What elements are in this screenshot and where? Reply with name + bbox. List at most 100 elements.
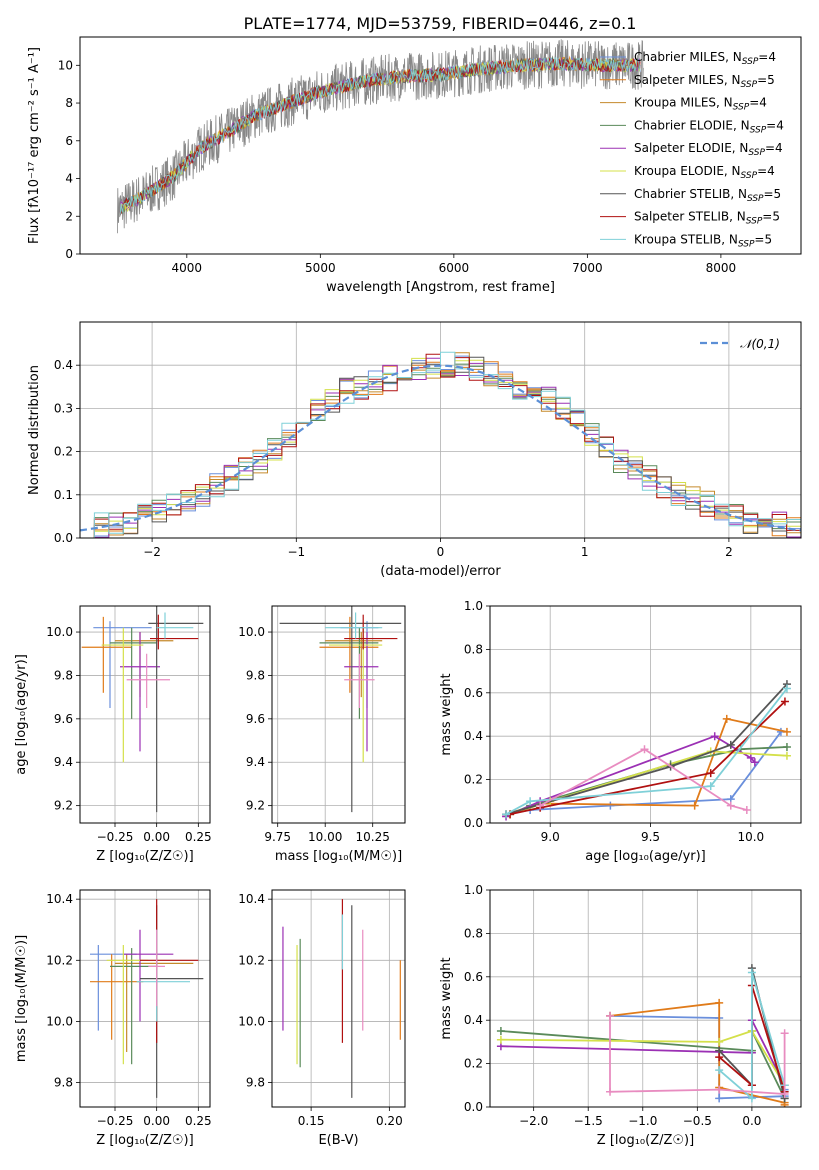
x-tick-label: 0.0 bbox=[742, 1114, 761, 1128]
legend-entry: Salpeter ELODIE, NSSP=4 bbox=[634, 141, 783, 158]
weight-marker bbox=[726, 801, 735, 810]
y-tick-label: 0.2 bbox=[54, 445, 73, 459]
weight-marker bbox=[780, 697, 789, 706]
y-tick-label: 0.8 bbox=[464, 642, 483, 656]
weight-marker bbox=[782, 727, 791, 736]
x-tick-label: 9.0 bbox=[541, 830, 560, 844]
y-tick-label: 4 bbox=[65, 172, 73, 186]
legend-entry: Kroupa MILES, NSSP=4 bbox=[634, 96, 767, 113]
y-tick-label: 9.6 bbox=[54, 712, 73, 726]
panel-weight_vs_age: 9.0 9.5 10.0 0.0 0.2 0.4 0.6 0.8 1.0 age [log₁₀(a… bbox=[439, 599, 802, 864]
y-axis-label: Flux [fλ10⁻¹⁷ erg cm⁻² s⁻¹ A⁻¹] bbox=[27, 47, 42, 244]
plot-area bbox=[279, 606, 402, 813]
weight-marker bbox=[496, 1027, 505, 1036]
weight-line bbox=[718, 972, 786, 1101]
y-tick-label: 0.6 bbox=[464, 970, 483, 984]
weight-marker bbox=[715, 1094, 724, 1103]
weight-marker bbox=[747, 968, 756, 977]
y-tick-label: 9.2 bbox=[246, 799, 265, 813]
x-axis-label: E(B-V) bbox=[318, 1133, 358, 1148]
weight-marker bbox=[780, 1089, 789, 1098]
panel-mass_vs_Z: −0.25 0.00 0.25 9.8 10.0 10.2 10.4 Z [log₁₀(Z/Z… bbox=[14, 889, 212, 1148]
panel-spectrum: 4000 5000 6000 7000 8000 0 2 4 6 8 10 Chabrier MILE… bbox=[27, 36, 802, 295]
axes-frame bbox=[79, 321, 802, 539]
x-axis-label: mass [log₁₀(M/M☉)] bbox=[275, 849, 402, 864]
y-tick-label: 9.8 bbox=[246, 668, 265, 682]
weight-marker bbox=[726, 740, 735, 749]
legend-entry: Chabrier STELIB, NSSP=5 bbox=[634, 187, 781, 204]
y-tick-label: 10.0 bbox=[46, 625, 73, 639]
weight-marker bbox=[606, 1087, 615, 1096]
weight-marker bbox=[747, 1094, 756, 1103]
weight-marker bbox=[710, 732, 719, 741]
y-tick-label: 0.4 bbox=[54, 358, 73, 372]
legend-entry: Chabrier ELODIE, NSSP=4 bbox=[634, 118, 784, 135]
y-tick-label: 0.4 bbox=[464, 1013, 483, 1027]
x-tick-label: 9.5 bbox=[641, 830, 660, 844]
x-tick-label: 10.0 bbox=[737, 830, 764, 844]
weight-marker bbox=[502, 810, 511, 819]
weight-marker bbox=[782, 684, 791, 693]
weight-marker bbox=[606, 801, 615, 810]
x-tick-label: 5000 bbox=[305, 261, 336, 275]
weight-marker bbox=[606, 1011, 615, 1020]
y-tick-label: 0.0 bbox=[464, 816, 483, 830]
plot-area bbox=[502, 680, 791, 821]
model-line-8 bbox=[119, 56, 641, 216]
panel-age_vs_mass: 9.75 10.00 10.25 9.2 9.4 9.6 9.8 10.0 mass [log₁… bbox=[238, 605, 406, 864]
y-tick-label: 9.2 bbox=[54, 799, 73, 813]
weight-marker bbox=[782, 743, 791, 752]
x-tick-label: −1.5 bbox=[574, 1114, 603, 1128]
y-tick-label: 10.4 bbox=[238, 892, 265, 906]
weight-marker bbox=[715, 1053, 724, 1062]
axes-frame bbox=[271, 889, 406, 1108]
legend-entry: Chabrier MILES, NSSP=4 bbox=[634, 50, 776, 67]
x-tick-label: 6000 bbox=[439, 261, 470, 275]
panel-mass_vs_ebv: 0.15 0.20 9.8 10.0 10.2 10.4 E(B-V) bbox=[238, 889, 406, 1148]
weight-marker bbox=[706, 782, 715, 791]
x-axis-label: Z [log₁₀(Z/Z☉)] bbox=[96, 849, 193, 864]
axes-frame bbox=[79, 605, 211, 824]
x-tick-label: −0.25 bbox=[97, 1114, 134, 1128]
y-tick-label: 0.2 bbox=[464, 1057, 483, 1071]
panel-age_vs_Z: −0.25 0.00 0.25 9.2 9.4 9.6 9.8 10.0 Z [log₁₀(Z/… bbox=[14, 605, 212, 864]
y-tick-label: 10.2 bbox=[46, 953, 73, 967]
legend-entry: Kroupa STELIB, NSSP=5 bbox=[634, 232, 772, 249]
y-tick-label: 6 bbox=[65, 134, 73, 148]
x-tick-label: −1 bbox=[287, 545, 305, 559]
y-tick-label: 9.4 bbox=[246, 755, 265, 769]
weight-marker bbox=[690, 801, 699, 810]
x-tick-label: 8000 bbox=[706, 261, 737, 275]
axes-frame bbox=[271, 605, 406, 824]
axes-frame bbox=[79, 889, 211, 1108]
weight-marker bbox=[715, 1066, 724, 1075]
y-axis-label: mass weight bbox=[439, 673, 454, 755]
x-tick-label: 0.25 bbox=[185, 830, 212, 844]
y-tick-label: 0.3 bbox=[54, 401, 73, 415]
weight-line bbox=[505, 683, 788, 816]
axes-frame bbox=[489, 889, 802, 1108]
y-tick-label: 10.2 bbox=[238, 953, 265, 967]
weight-marker bbox=[715, 998, 724, 1007]
weight-marker bbox=[780, 1029, 789, 1038]
x-tick-label: −0.25 bbox=[97, 830, 134, 844]
panel-weight_vs_Z: −2.0 −1.5 −1.0 −0.5 0.0 0.0 0.2 0.4 0.6 0.8 1.0 Z [… bbox=[439, 883, 802, 1148]
plot-area bbox=[90, 899, 204, 1098]
x-tick-label: 0.25 bbox=[185, 1114, 212, 1128]
weight-line bbox=[505, 687, 788, 816]
x-axis-label: wavelength [Angstrom, rest frame] bbox=[326, 280, 555, 295]
y-axis-label: Normed distribution bbox=[27, 365, 42, 495]
x-tick-label: 0.15 bbox=[298, 1114, 325, 1128]
plot-area bbox=[81, 606, 204, 813]
weight-marker bbox=[640, 745, 649, 754]
y-tick-label: 0.4 bbox=[464, 729, 483, 743]
normal-curve-line bbox=[80, 364, 801, 532]
y-tick-label: 2 bbox=[65, 209, 73, 223]
y-tick-label: 10.0 bbox=[238, 625, 265, 639]
y-tick-label: 1.0 bbox=[464, 599, 483, 613]
legend-entry: Salpeter MILES, NSSP=5 bbox=[634, 73, 775, 90]
x-tick-label: 4000 bbox=[172, 261, 203, 275]
weight-marker bbox=[782, 751, 791, 760]
legend-entry: Salpeter STELIB, NSSP=5 bbox=[634, 210, 780, 227]
y-tick-label: 9.8 bbox=[246, 1076, 265, 1090]
